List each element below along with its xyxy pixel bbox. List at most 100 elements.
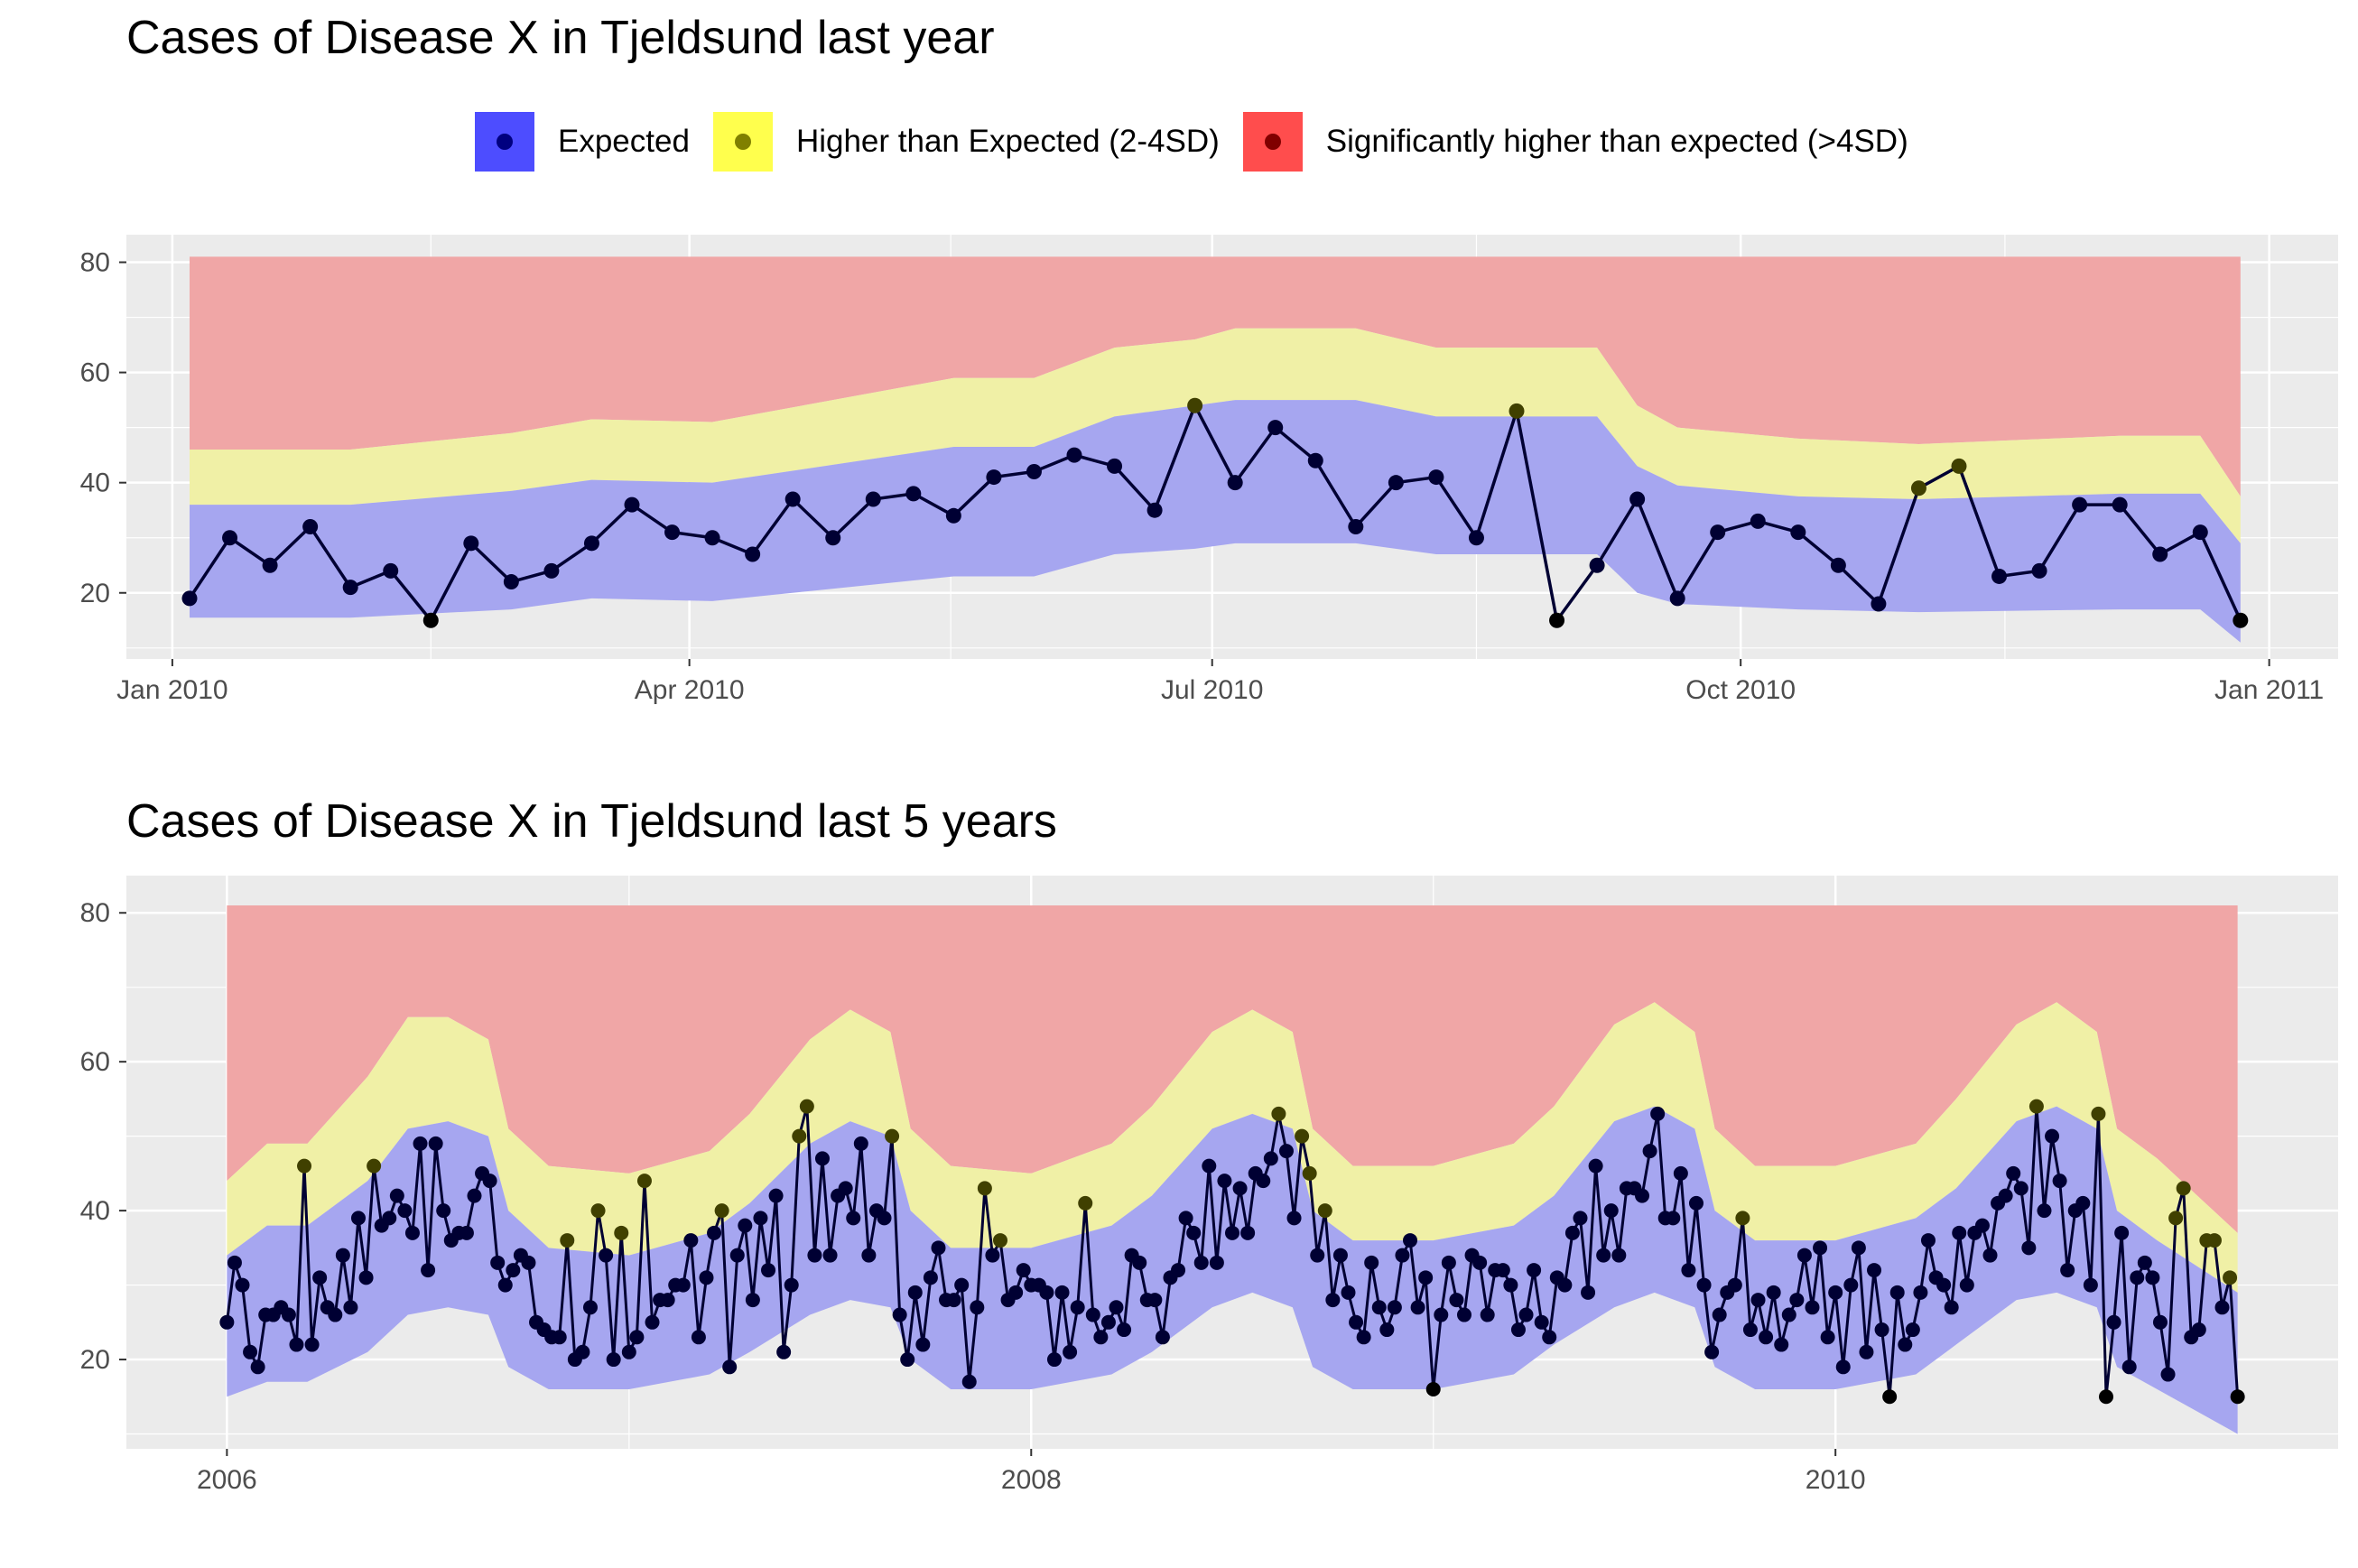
data-point <box>1751 1293 1766 1307</box>
data-point <box>1026 464 1042 479</box>
data-point <box>676 1278 691 1293</box>
data-point <box>1882 1389 1897 1404</box>
data-point <box>2223 1270 2237 1285</box>
data-point <box>1434 1308 1448 1322</box>
data-point <box>1960 1278 1974 1293</box>
data-point <box>1813 1240 1827 1255</box>
data-point <box>2006 1166 2020 1181</box>
data-point <box>2192 1322 2206 1337</box>
data-point <box>1875 1322 1889 1337</box>
data-point <box>263 558 278 573</box>
data-point <box>584 535 599 551</box>
data-point <box>1743 1322 1758 1337</box>
data-point <box>1233 1181 1248 1195</box>
data-point <box>1310 1248 1324 1263</box>
data-point <box>1911 480 1926 496</box>
data-point <box>1557 1278 1572 1293</box>
data-point <box>1372 1300 1387 1314</box>
data-point <box>1728 1278 1742 1293</box>
data-point <box>1975 1219 1990 1233</box>
data-point <box>1590 558 1605 573</box>
legend: Expected Higher than Expected (2-4SD) Si… <box>475 107 1932 177</box>
data-point <box>397 1203 412 1218</box>
data-point <box>1442 1256 1456 1270</box>
data-point <box>1782 1308 1796 1322</box>
data-point <box>986 469 1001 485</box>
data-point <box>2231 1389 2245 1404</box>
data-point <box>483 1174 497 1188</box>
data-point <box>1267 420 1283 435</box>
data-point <box>924 1270 938 1285</box>
data-point <box>792 1129 806 1144</box>
data-point <box>614 1226 628 1240</box>
data-point <box>905 486 921 501</box>
data-point <box>1333 1248 1348 1263</box>
data-point <box>583 1300 598 1314</box>
data-point <box>222 530 237 545</box>
legend-label-expected: Expected <box>558 124 690 160</box>
legend-label-higher: Higher than Expected (2-4SD) <box>796 124 1220 160</box>
data-point <box>1295 1129 1309 1144</box>
data-point <box>1790 524 1806 540</box>
data-point <box>1797 1248 1812 1263</box>
data-point <box>383 563 398 579</box>
data-point <box>351 1211 366 1225</box>
data-point <box>1357 1330 1371 1344</box>
data-point <box>1871 596 1886 611</box>
x-tick-label: Jan 2011 <box>2214 675 2324 705</box>
data-point <box>915 1338 930 1352</box>
data-point <box>297 1159 311 1174</box>
data-point <box>629 1330 644 1344</box>
data-point <box>705 530 720 545</box>
data-point <box>1388 475 1404 490</box>
data-point <box>730 1248 745 1263</box>
data-point <box>1681 1263 1695 1277</box>
data-point <box>1132 1256 1147 1270</box>
y-tick-label: 80 <box>80 898 110 928</box>
data-point <box>1921 1233 1936 1248</box>
data-point <box>312 1270 327 1285</box>
data-point <box>1713 1308 1727 1322</box>
data-point <box>1666 1211 1680 1225</box>
data-point <box>1999 1189 2013 1203</box>
x-tick-label: 2010 <box>1806 1465 1866 1495</box>
data-point <box>289 1338 303 1352</box>
data-point <box>367 1159 381 1174</box>
data-point <box>1256 1174 1270 1188</box>
data-point <box>1395 1248 1409 1263</box>
data-point <box>1107 459 1122 474</box>
data-point <box>2053 1174 2067 1188</box>
data-point <box>2032 563 2047 579</box>
data-point <box>1171 1263 1185 1277</box>
data-point <box>1325 1293 1340 1307</box>
data-point <box>1349 1315 1363 1330</box>
data-point <box>405 1226 420 1240</box>
data-point <box>707 1226 721 1240</box>
data-point <box>1906 1322 1920 1337</box>
data-point <box>2021 1240 2036 1255</box>
data-point <box>2193 524 2208 540</box>
data-point <box>1086 1308 1100 1322</box>
data-point <box>1348 519 1363 534</box>
data-point <box>2045 1129 2059 1144</box>
data-point <box>2075 1196 2090 1211</box>
data-point <box>745 547 760 562</box>
y-tick-label: 60 <box>80 1047 110 1077</box>
data-point <box>1991 569 2007 584</box>
data-point <box>1418 1270 1433 1285</box>
data-point <box>1573 1211 1587 1225</box>
chart-title-last-5-years: Cases of Disease X in Tjeldsund last 5 y… <box>126 794 1057 849</box>
data-point <box>1364 1256 1379 1270</box>
data-point <box>978 1181 992 1195</box>
data-point <box>722 1359 737 1374</box>
data-point <box>1936 1278 1951 1293</box>
data-point <box>1867 1263 1881 1277</box>
data-point <box>1279 1144 1294 1158</box>
data-point <box>2114 1226 2129 1240</box>
data-point <box>423 613 439 628</box>
data-point <box>2112 497 2128 513</box>
data-point <box>328 1308 342 1322</box>
data-point <box>235 1278 249 1293</box>
data-point <box>784 1278 799 1293</box>
data-point <box>463 535 478 551</box>
